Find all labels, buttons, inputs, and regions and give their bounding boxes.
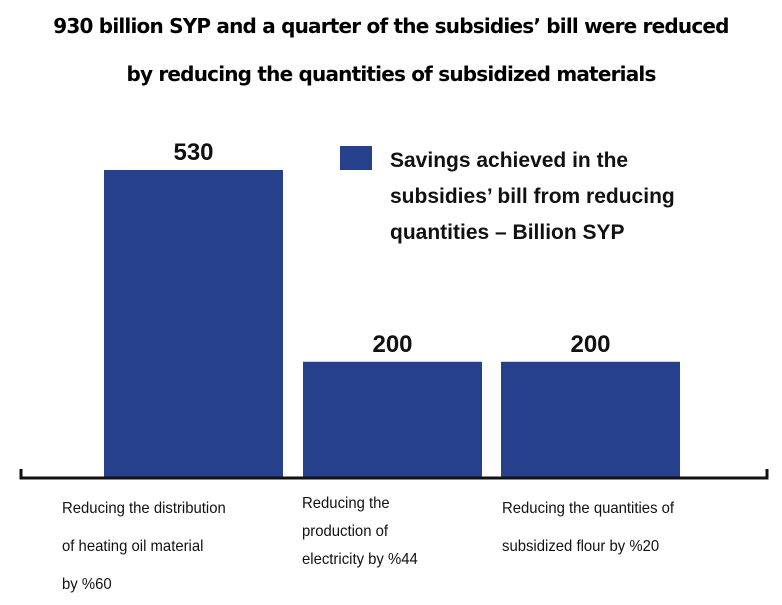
category-label-line: Reducing the distribution [62,500,226,517]
category-label-line: Reducing the quantities of [502,500,675,517]
data-label: 200 [372,331,412,358]
legend-label: Savings achieved in the subsidies’ bill … [390,143,675,251]
legend-line: quantities – Billion SYP [390,221,625,244]
bar [303,361,482,478]
category-label-line: subsidized flour by %20 [502,538,660,555]
legend-line: Savings achieved in the [390,149,629,172]
chart-title-line-1: 930 billion SYP and a quarter of the sub… [53,14,729,38]
category-label-line: of heating oil material [62,538,204,555]
category-label-1: Reducing the distribution of heating oil… [62,490,238,604]
category-label-line: production of [302,523,389,540]
category-label-line: electricity by %44 [302,551,418,568]
category-label-line: by %60 [62,576,112,593]
legend-line: subsidies’ bill from reducing [390,185,675,208]
data-label: 200 [570,331,610,358]
chart-title-line-2: by reducing the quantities of subsidized… [126,62,656,86]
category-label-line: Reducing the [302,495,390,512]
bar [104,170,283,478]
data-label: 530 [173,139,213,166]
category-label-2: Reducing the production of electricity b… [302,490,427,574]
legend-swatch [340,146,372,170]
bar [501,361,680,478]
category-label-3: Reducing the quantities of subsidized fl… [502,490,687,566]
x-axis-line [19,469,769,480]
